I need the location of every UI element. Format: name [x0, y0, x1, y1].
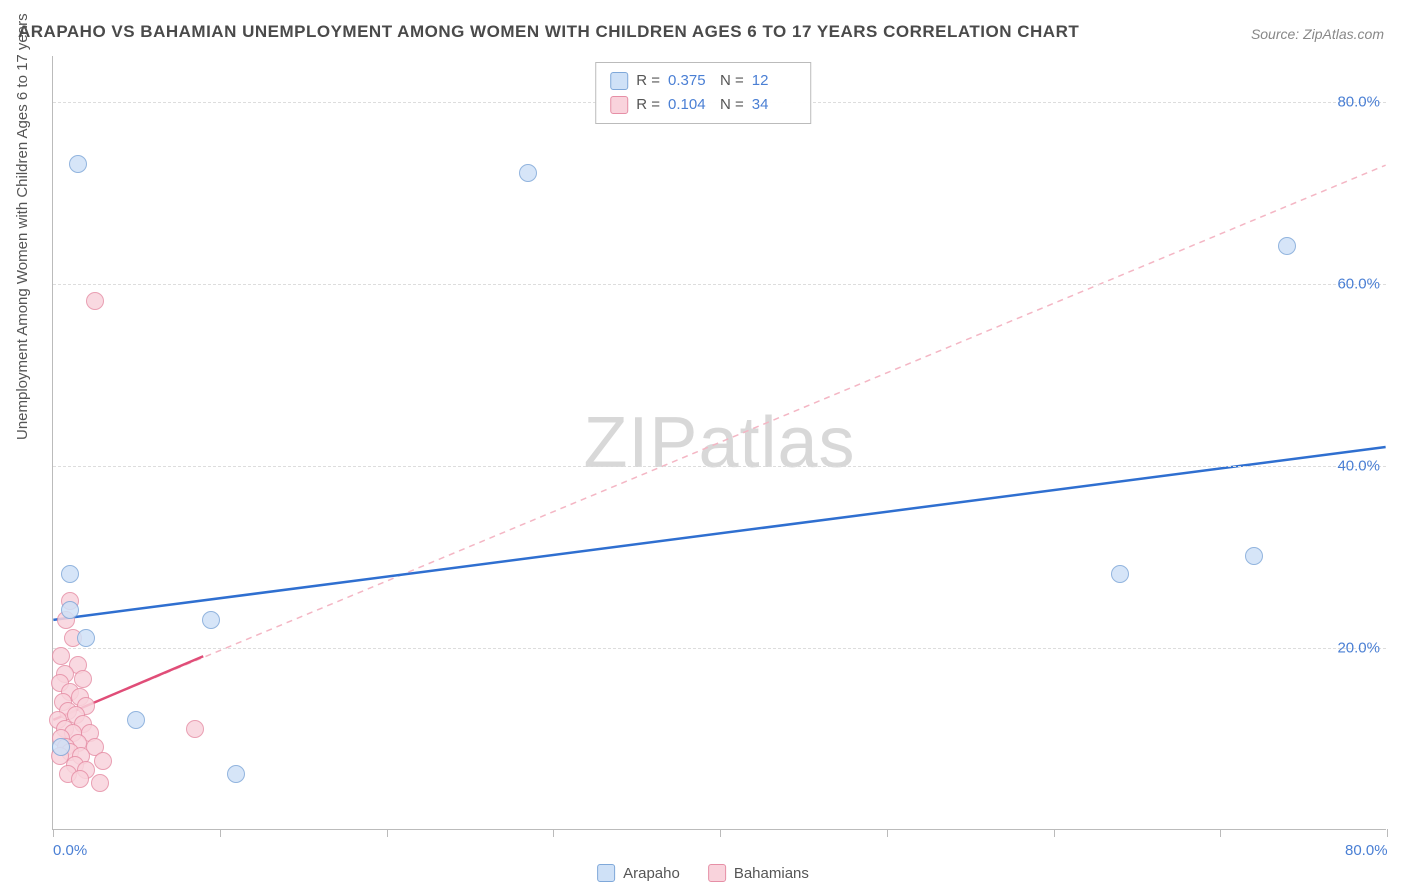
r-value-arapaho: 0.375 [668, 69, 712, 93]
x-tick-label: 80.0% [1345, 842, 1388, 859]
trend-line [53, 447, 1385, 620]
scatter-point-arapaho [227, 765, 245, 783]
gridline-h [53, 284, 1386, 285]
scatter-point-bahamians [74, 670, 92, 688]
r-label: R = [636, 69, 660, 93]
scatter-point-arapaho [77, 629, 95, 647]
y-tick-label: 80.0% [1337, 93, 1380, 110]
scatter-point-arapaho [52, 738, 70, 756]
legend-item-arapaho: Arapaho [597, 864, 680, 882]
scatter-point-arapaho [1278, 237, 1296, 255]
legend-item-bahamians: Bahamians [708, 864, 809, 882]
legend-swatch-bahamians [708, 864, 726, 882]
correlation-stats-box: R = 0.375 N = 12 R = 0.104 N = 34 [595, 62, 811, 124]
x-tick [887, 829, 888, 837]
x-tick [220, 829, 221, 837]
scatter-point-bahamians [52, 647, 70, 665]
x-tick [1054, 829, 1055, 837]
scatter-point-bahamians [71, 770, 89, 788]
x-tick [387, 829, 388, 837]
x-tick [1220, 829, 1221, 837]
r-value-bahamians: 0.104 [668, 93, 712, 117]
scatter-point-arapaho [202, 611, 220, 629]
stats-row-arapaho: R = 0.375 N = 12 [610, 69, 796, 93]
r-label: R = [636, 93, 660, 117]
scatter-point-bahamians [94, 752, 112, 770]
y-tick-label: 60.0% [1337, 275, 1380, 292]
n-value-arapaho: 12 [752, 69, 796, 93]
scatter-point-arapaho [69, 155, 87, 173]
x-tick [53, 829, 54, 837]
chart-plot-area: ZIPatlas 20.0%40.0%60.0%80.0%0.0%80.0% [52, 56, 1386, 830]
chart-title: ARAPAHO VS BAHAMIAN UNEMPLOYMENT AMONG W… [18, 22, 1079, 42]
scatter-point-bahamians [91, 774, 109, 792]
scatter-point-arapaho [61, 565, 79, 583]
y-tick-label: 20.0% [1337, 639, 1380, 656]
bottom-legend: Arapaho Bahamians [597, 864, 809, 882]
y-tick-label: 40.0% [1337, 457, 1380, 474]
scatter-point-arapaho [519, 164, 537, 182]
n-label: N = [720, 93, 744, 117]
x-tick [553, 829, 554, 837]
x-tick [720, 829, 721, 837]
legend-label-bahamians: Bahamians [734, 865, 809, 882]
gridline-h [53, 466, 1386, 467]
n-label: N = [720, 69, 744, 93]
legend-label-arapaho: Arapaho [623, 865, 680, 882]
trend-lines-layer [53, 56, 1386, 829]
source-attribution: Source: ZipAtlas.com [1251, 26, 1384, 42]
swatch-bahamians [610, 96, 628, 114]
trend-line-dashed [53, 165, 1385, 720]
swatch-arapaho [610, 72, 628, 90]
x-tick [1387, 829, 1388, 837]
scatter-point-bahamians [86, 292, 104, 310]
scatter-point-arapaho [1245, 547, 1263, 565]
scatter-point-arapaho [127, 711, 145, 729]
scatter-point-arapaho [1111, 565, 1129, 583]
y-axis-label: Unemployment Among Women with Children A… [14, 13, 31, 440]
legend-swatch-arapaho [597, 864, 615, 882]
scatter-point-arapaho [61, 601, 79, 619]
gridline-h [53, 648, 1386, 649]
scatter-point-bahamians [186, 720, 204, 738]
stats-row-bahamians: R = 0.104 N = 34 [610, 93, 796, 117]
x-tick-label: 0.0% [53, 842, 87, 859]
n-value-bahamians: 34 [752, 93, 796, 117]
